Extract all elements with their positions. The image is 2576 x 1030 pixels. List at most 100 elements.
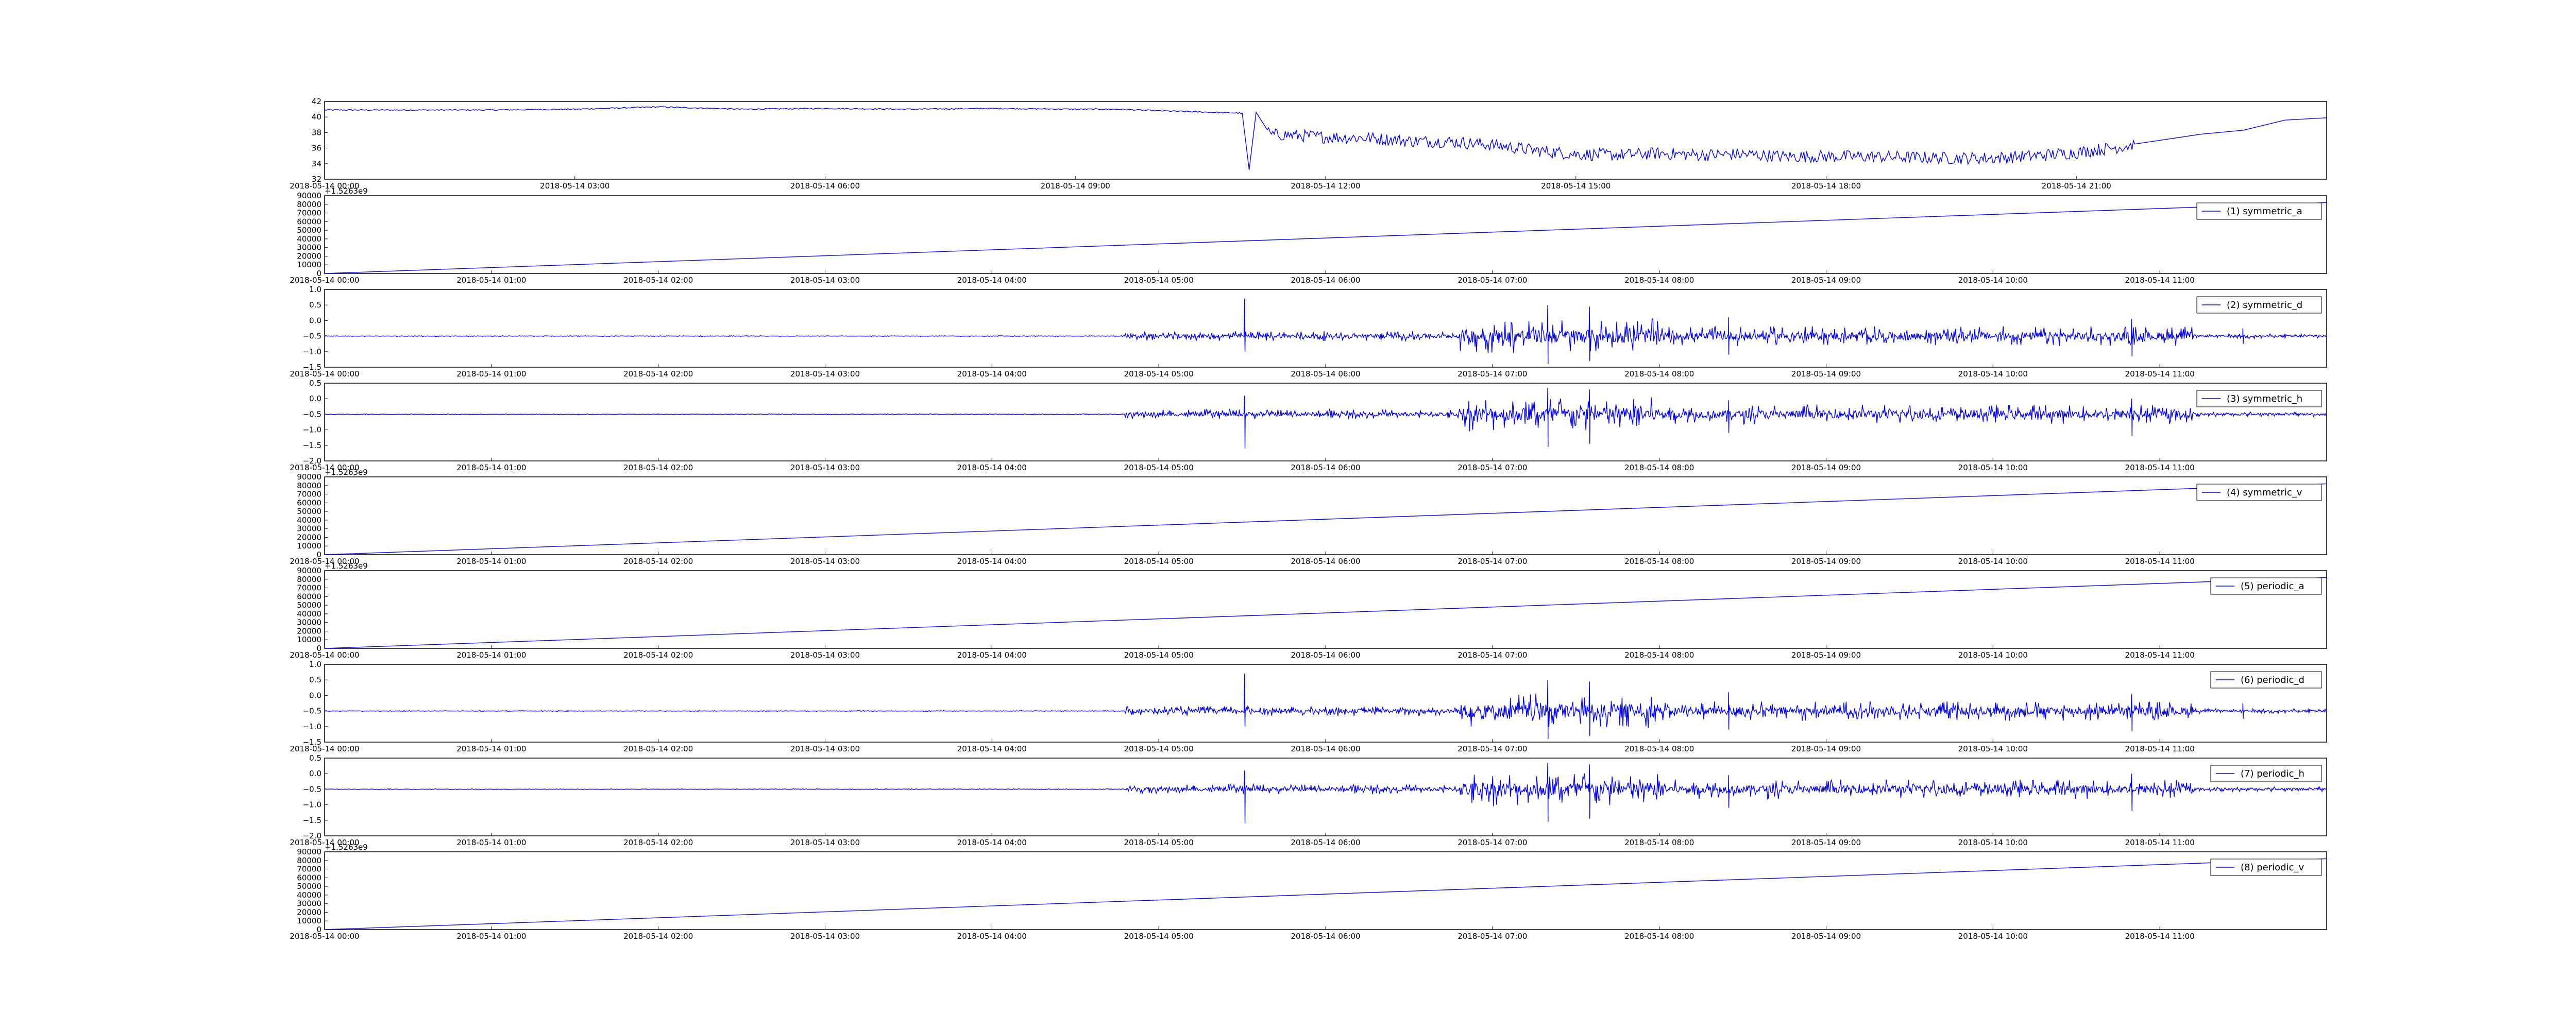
y-tick-label: −2.0 [303,831,321,840]
y-tick-label: 40000 [297,890,321,900]
x-tick-label: 2018-05-14 08:00 [1624,463,1694,472]
y-tick-label: −0.5 [303,409,321,419]
x-tick-label: 2018-05-14 06:00 [790,181,860,191]
y-tick-label: 0.5 [309,753,321,763]
x-tick-label: 2018-05-14 01:00 [456,650,526,660]
x-tick-label: 2018-05-14 04:00 [957,744,1027,753]
x-tick-label: 2018-05-14 00:00 [290,838,359,847]
legend-label: (4) symmetric_v [2227,487,2302,498]
x-tick-label: 2018-05-14 06:00 [1291,932,1360,941]
y-tick-label: −1.0 [303,425,321,435]
y-tick-label: −1.5 [303,363,321,372]
series-line [324,106,2327,170]
y-tick-label: −1.5 [303,737,321,747]
axes-frame [324,383,2327,461]
y-tick-label: 60000 [297,873,321,882]
y-tick-label: 1.0 [309,660,321,669]
axes-frame [324,476,2327,555]
y-tick-label: 0.5 [309,300,321,310]
y-tick-label: 0 [316,550,321,559]
x-tick-label: 2018-05-14 02:00 [623,369,693,379]
x-tick-label: 2018-05-14 01:00 [456,557,526,566]
x-tick-label: 2018-05-14 07:00 [1458,744,1527,753]
series-line [324,483,2327,555]
y-tick-label: 60000 [297,498,321,507]
x-tick-label: 2018-05-14 02:00 [623,650,693,660]
x-tick-label: 2018-05-14 03:00 [790,463,860,472]
legend-label: (2) symmetric_d [2227,300,2302,311]
x-tick-label: 2018-05-14 05:00 [1124,744,1194,753]
y-tick-label: 60000 [297,592,321,601]
series-line [324,577,2327,649]
y-tick-label: 0.5 [309,675,321,684]
x-tick-label: 2018-05-14 06:00 [1291,650,1360,660]
x-tick-label: 2018-05-14 09:00 [1791,932,1861,941]
series-line [324,388,2327,449]
x-tick-label: 2018-05-14 03:00 [790,838,860,847]
y-tick-label: 80000 [297,856,321,865]
legend-box [2196,484,2322,501]
x-tick-label: 2018-05-14 08:00 [1624,650,1694,660]
x-tick-label: 2018-05-14 06:00 [1291,838,1360,847]
x-tick-label: 2018-05-14 10:00 [1958,276,2028,285]
x-tick-label: 2018-05-14 11:00 [2125,744,2195,753]
x-tick-label: 2018-05-14 09:00 [1041,181,1110,191]
x-tick-label: 2018-05-14 04:00 [957,369,1027,379]
panel-p8: 0100002000030000400005000060000700008000… [290,843,2327,941]
axes-frame [324,570,2327,649]
y-tick-label: 50000 [297,882,321,891]
axes-frame [324,758,2327,836]
legend-label: (6) periodic_d [2241,675,2304,685]
x-tick-label: 2018-05-14 00:00 [290,744,359,753]
x-tick-label: 2018-05-14 08:00 [1624,932,1694,941]
x-tick-label: 2018-05-14 02:00 [623,838,693,847]
x-tick-label: 2018-05-14 05:00 [1124,276,1194,285]
x-tick-label: 2018-05-14 01:00 [456,838,526,847]
x-tick-label: 2018-05-14 03:00 [790,744,860,753]
y-tick-label: 10000 [297,635,321,644]
x-tick-label: 2018-05-14 07:00 [1458,838,1527,847]
x-tick-label: 2018-05-14 02:00 [623,744,693,753]
x-tick-label: 2018-05-14 03:00 [540,181,609,191]
y-tick-label: 10000 [297,541,321,551]
y-tick-label: 0.5 [309,379,321,388]
x-tick-label: 2018-05-14 05:00 [1124,463,1194,472]
y-tick-label: 70000 [297,209,321,218]
y-tick-label: 50000 [297,600,321,610]
x-tick-label: 2018-05-14 08:00 [1624,557,1694,566]
series-line [324,299,2327,365]
x-tick-label: 2018-05-14 06:00 [1291,744,1360,753]
legend-label: (1) symmetric_a [2227,206,2302,217]
panel-p2: −1.5 −1.0 −0.5 0.0 0.5 1.0 2018-05-14 00:00 201… [290,285,2327,379]
y-tick-label: 32 [312,175,321,184]
y-tick-label: −1.0 [303,722,321,731]
series-line [324,763,2327,823]
y-tick-label: −1.0 [303,347,321,356]
x-tick-label: 2018-05-14 00:00 [290,463,359,472]
legend-label: (7) periodic_h [2241,768,2304,779]
x-tick-label: 2018-05-14 00:00 [290,276,359,285]
x-tick-label: 2018-05-14 04:00 [957,463,1027,472]
x-tick-label: 2018-05-14 07:00 [1458,557,1527,566]
x-tick-label: 2018-05-14 09:00 [1791,557,1861,566]
axes-frame [324,101,2327,180]
x-tick-label: 2018-05-14 00:00 [290,650,359,660]
y-tick-label: 42 [312,97,321,106]
x-tick-label: 2018-05-14 10:00 [1958,557,2028,566]
panel-p5: 0100002000030000400005000060000700008000… [290,561,2327,660]
x-tick-label: 2018-05-14 07:00 [1458,276,1527,285]
x-tick-label: 2018-05-14 08:00 [1624,276,1694,285]
y-tick-label: 10000 [297,916,321,925]
x-tick-label: 2018-05-14 11:00 [2125,369,2195,379]
y-tick-label: −1.0 [303,800,321,810]
y-tick-label: 40000 [297,516,321,525]
x-tick-label: 2018-05-14 00:00 [290,932,359,941]
y-tick-label: −1.5 [303,441,321,450]
x-tick-label: 2018-05-14 03:00 [790,557,860,566]
y-tick-label: 30000 [297,618,321,627]
x-tick-label: 2018-05-14 01:00 [456,276,526,285]
x-tick-label: 2018-05-14 00:00 [290,369,359,379]
y-tick-label: 50000 [297,507,321,516]
y-tick-label: 70000 [297,490,321,499]
y-offset-label: +1.5263e9 [325,468,368,477]
